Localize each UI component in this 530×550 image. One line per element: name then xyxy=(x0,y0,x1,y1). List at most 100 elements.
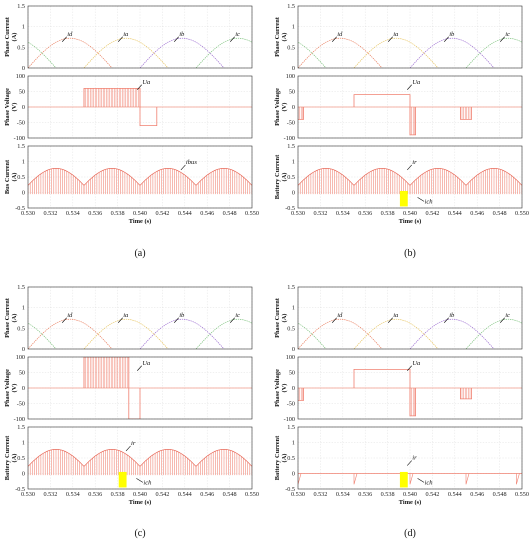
annotation-label: ia xyxy=(123,31,129,38)
x-tick-label: 0.532 xyxy=(43,491,57,498)
y-tick-label: 1 xyxy=(292,24,295,31)
annotation-label: ich xyxy=(425,198,434,205)
voltage-segment xyxy=(83,357,130,388)
plot-frame xyxy=(27,75,253,139)
voltage-pwm-segment xyxy=(460,388,471,399)
y-tick-label: 0.5 xyxy=(17,325,25,332)
x-tick-label: 0.548 xyxy=(493,210,507,217)
panel-3: -0.5 0 0.5 1 1.5 ir ich Battery Current (A) 0.530… xyxy=(274,143,529,225)
x-tick-label: 0.532 xyxy=(313,491,327,498)
y-axis-label: Battery Current (A) xyxy=(4,435,18,480)
current-envelope xyxy=(139,167,197,186)
annotation-arrow xyxy=(61,36,67,42)
y-axis-title: Battery Current xyxy=(4,435,11,480)
annotation-label: ic xyxy=(505,312,510,319)
y-axis-unit: (A) xyxy=(281,314,288,323)
y-tick-label: 1 xyxy=(292,440,295,447)
y-tick-label: -0.5 xyxy=(285,486,295,493)
y-axis-label: Phase Voltage (V) xyxy=(274,88,288,126)
x-tick-label: 0.542 xyxy=(155,491,169,498)
y-axis-unit: (A) xyxy=(11,33,18,42)
y-axis-title: Phase Voltage xyxy=(274,369,281,407)
y-tick-label: 1 xyxy=(22,440,25,447)
y-tick-label: 0 xyxy=(292,104,295,111)
annotation-arrow xyxy=(137,84,142,90)
y-tick-label: -50 xyxy=(17,120,25,127)
x-tick-label: 0.546 xyxy=(470,491,484,498)
data-layer xyxy=(28,167,252,195)
y-tick-label: -100 xyxy=(14,416,25,423)
y-tick-label: 50 xyxy=(289,370,295,377)
x-tick-label: 0.540 xyxy=(133,491,147,498)
y-tick-label: 1.5 xyxy=(287,424,295,431)
y-tick-label: 0 xyxy=(22,104,25,111)
y-tick-label: -0.5 xyxy=(15,486,25,493)
annotation-arrow xyxy=(137,365,142,371)
x-tick-label: 0.532 xyxy=(313,210,327,217)
y-tick-label: 0 xyxy=(22,190,25,197)
y-tick-label: 0.5 xyxy=(287,325,295,332)
y-axis-label: Phase Current (A) xyxy=(4,297,18,338)
annotation-label: id xyxy=(337,31,343,38)
series-id xyxy=(28,37,252,68)
panel-1: 0 0.5 1 1.5 id ia ib ic Phase Current (A) xyxy=(274,284,523,353)
series-id xyxy=(28,318,252,349)
annotation-arrow xyxy=(173,36,179,42)
y-tick-label: -50 xyxy=(287,120,295,127)
y-tick-label: 1 xyxy=(292,159,295,166)
x-tick-label: 0.530 xyxy=(291,491,305,498)
data-layer xyxy=(298,471,522,488)
x-tick-label: 0.530 xyxy=(21,491,35,498)
x-tick-label: 0.540 xyxy=(403,210,417,217)
x-tick-label: 0.548 xyxy=(223,210,237,217)
x-tick-label: 0.538 xyxy=(381,491,395,498)
series-ib xyxy=(409,37,495,68)
current-envelope xyxy=(83,167,141,186)
x-tick-label: 0.532 xyxy=(43,210,57,217)
x-tick-label: 0.536 xyxy=(358,210,372,217)
annotation-label: ib xyxy=(179,312,185,319)
plot-frame xyxy=(27,286,253,350)
y-tick-label: 0 xyxy=(292,190,295,197)
x-tick-label: 0.536 xyxy=(358,491,372,498)
annotation-label: ir xyxy=(412,159,417,166)
data-layer xyxy=(298,369,522,417)
annotation-label: Ua xyxy=(412,79,421,86)
subfigure-caption: (d) xyxy=(404,528,416,539)
voltage-segment xyxy=(298,107,304,120)
x-axis-title: Time (s) xyxy=(129,218,151,225)
x-tick-label: 0.550 xyxy=(245,491,259,498)
annotation-arrow xyxy=(229,317,235,323)
voltage-pwm-segment xyxy=(298,107,304,120)
x-tick-label: 0.550 xyxy=(515,210,529,217)
series-ia xyxy=(353,37,439,68)
y-axis-unit: (V) xyxy=(11,103,18,112)
x-tick-label: 0.538 xyxy=(111,210,125,217)
voltage-segment xyxy=(83,88,141,107)
y-tick-label: 0 xyxy=(292,471,295,478)
annotation-label: ic xyxy=(235,31,240,38)
annotation-label: ic xyxy=(235,312,240,319)
x-tick-label: 0.538 xyxy=(381,210,395,217)
annotation-arrow xyxy=(407,365,412,371)
current-envelope xyxy=(465,167,522,186)
panel-2: -100 -50 0 50 100 Ua Phase Voltage (V) xyxy=(274,73,523,142)
annotation-label: ib xyxy=(449,312,455,319)
data-layer xyxy=(298,167,522,207)
y-tick-label: -0.5 xyxy=(285,205,295,212)
plot-frame xyxy=(27,145,253,209)
y-axis-label: Phase Voltage (V) xyxy=(4,88,18,126)
voltage-pwm-segment xyxy=(409,107,416,135)
current-spike xyxy=(353,473,358,485)
y-axis-label: Phase Current (A) xyxy=(4,16,18,57)
current-spike xyxy=(409,473,414,485)
x-axis-title: Time (s) xyxy=(129,499,151,506)
current-spike xyxy=(516,473,520,485)
y-axis-title: Phase Voltage xyxy=(4,88,11,126)
y-tick-label: 1 xyxy=(22,305,25,312)
data-layer xyxy=(298,318,522,349)
subfigure-caption: (b) xyxy=(404,248,416,259)
